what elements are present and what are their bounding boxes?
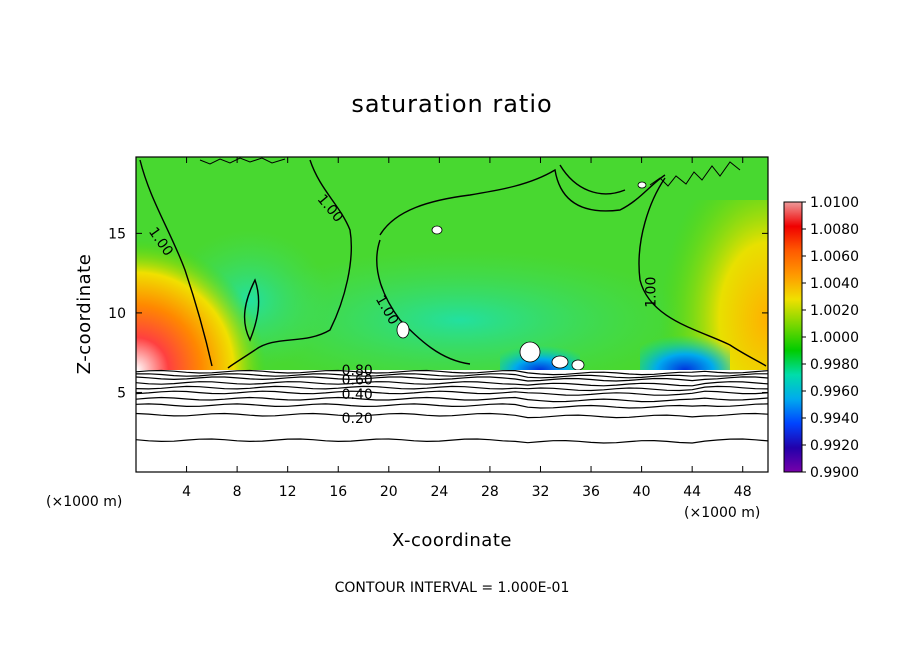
y-tick-label: 15 [108, 226, 126, 242]
colorbar: 1.0100 1.0080 1.0060 1.0040 1.0020 1.0000 0.99… [783, 195, 859, 481]
colorbar-tick-label: 1.0060 [810, 249, 859, 265]
x-unit-label-right: (×1000 m) [684, 505, 760, 521]
lower-contour-line [136, 369, 768, 376]
contour-lines-1-00 [139, 159, 767, 369]
x-tick-label: 48 [734, 484, 752, 500]
lower-contour-line [136, 381, 768, 387]
colorbar-tick-label: 1.0000 [810, 330, 859, 346]
x-tick-label: 36 [582, 484, 600, 500]
y-axis-title: Z-coordinate [74, 254, 95, 375]
lower-contour-line [136, 373, 768, 379]
contour-label: 0.80 [342, 363, 373, 379]
x-tick-label: 28 [481, 484, 499, 500]
chart-title: saturation ratio [351, 90, 552, 118]
x-tick-label: 20 [380, 484, 398, 500]
x-tick-label: 44 [683, 484, 701, 500]
colorbar-tick-label: 1.0100 [810, 195, 859, 211]
x-tick-label: 4 [182, 484, 191, 500]
lower-contour-line [136, 385, 768, 392]
colorbar-fill [783, 201, 803, 473]
x-tick-label: 12 [279, 484, 297, 500]
colorbar-tick-label: 0.9900 [810, 465, 859, 481]
lower-contour-line [136, 438, 768, 444]
y-tick-label: 5 [117, 385, 126, 401]
right-cool-patch [640, 320, 730, 370]
x-tick-label: 24 [430, 484, 448, 500]
x-axis: 4 8 12 16 20 24 28 32 36 40 44 48 [182, 157, 752, 500]
plot-area [136, 157, 768, 472]
colorbar-tick-label: 0.9940 [810, 411, 859, 427]
contour-interval-note: CONTOUR INTERVAL = 1.000E-01 [335, 580, 570, 596]
lower-contour-line [136, 396, 768, 403]
y-axis: 5 10 15 [108, 226, 768, 401]
y-tick-label: 10 [108, 306, 126, 322]
left-warm-patch [136, 240, 266, 370]
contour-label: 0.20 [342, 411, 373, 427]
contour-label: 0.40 [342, 387, 373, 403]
colorbar-ticks: 1.0100 1.0080 1.0060 1.0040 1.0020 1.0000 0.99… [802, 195, 859, 481]
cloud-cells [396, 181, 647, 371]
colorbar-tick-label: 0.9960 [810, 384, 859, 400]
x-tick-label: 32 [532, 484, 550, 500]
colorbar-tick-label: 1.0020 [810, 303, 859, 319]
lower-contour-line [136, 403, 768, 409]
colorbar-tick-label: 0.9920 [810, 438, 859, 454]
x-unit-label-left: (×1000 m) [46, 494, 122, 510]
contour-label: 1.00 [643, 277, 659, 308]
lower-contour-lines [136, 369, 768, 444]
x-tick-label: 16 [329, 484, 347, 500]
colorbar-tick-label: 0.9980 [810, 357, 859, 373]
x-axis-title: X-coordinate [392, 530, 512, 551]
x-tick-label: 40 [633, 484, 651, 500]
x-tick-label: 8 [233, 484, 242, 500]
colorbar-tick-label: 1.0040 [810, 276, 859, 292]
colorbar-tick-label: 1.0080 [810, 222, 859, 238]
plot-frame [135, 156, 769, 473]
upper-boundary-features [199, 157, 741, 187]
lower-contour-line [136, 412, 768, 419]
contour-label: 0.60 [342, 373, 373, 389]
lower-contour-line [136, 376, 768, 382]
lower-contour-line [136, 390, 768, 396]
